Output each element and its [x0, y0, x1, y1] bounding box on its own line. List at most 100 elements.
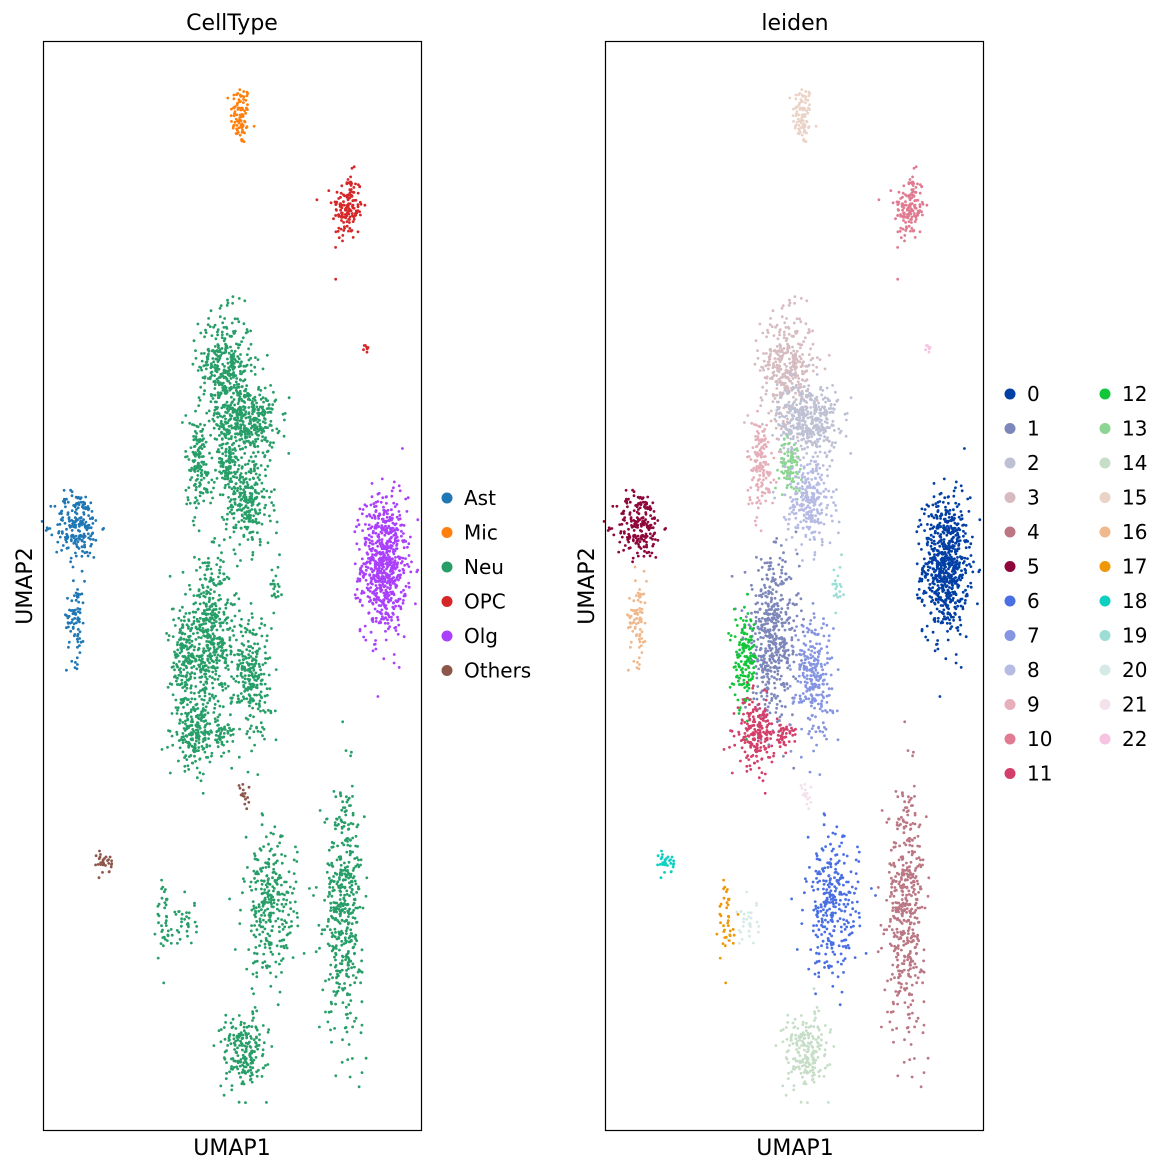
data-point — [248, 670, 252, 674]
data-point — [404, 584, 408, 588]
data-point — [190, 697, 194, 701]
data-point — [364, 894, 368, 898]
data-point — [385, 572, 389, 576]
data-point — [224, 657, 228, 661]
data-point — [407, 542, 411, 546]
data-point — [72, 520, 75, 523]
data-point — [75, 512, 79, 516]
data-point — [259, 464, 263, 467]
data-point — [247, 674, 251, 677]
data-point — [209, 501, 213, 505]
data-point — [266, 907, 269, 911]
data-point — [238, 659, 241, 662]
data-point — [231, 452, 235, 455]
data-point — [197, 636, 201, 639]
data-point — [351, 236, 355, 239]
data-point — [268, 918, 272, 922]
data-point — [224, 466, 228, 469]
data-point — [187, 724, 191, 728]
data-point — [180, 920, 184, 924]
data-point — [237, 399, 241, 403]
data-point — [345, 932, 348, 935]
data-point — [84, 520, 88, 524]
data-point — [187, 911, 191, 915]
data-point — [197, 396, 201, 399]
data-point — [209, 641, 213, 645]
data-point — [205, 629, 209, 633]
data-point — [192, 749, 196, 753]
data-point — [184, 696, 187, 700]
data-point — [269, 831, 273, 835]
data-point — [213, 437, 217, 441]
data-point — [190, 639, 194, 643]
data-point — [379, 604, 383, 607]
data-point — [236, 668, 240, 671]
data-point — [385, 501, 388, 505]
data-point — [332, 990, 336, 993]
data-point — [264, 474, 267, 478]
data-point — [90, 542, 93, 546]
data-point — [362, 635, 366, 639]
data-point — [899, 197, 903, 200]
data-point — [177, 616, 181, 620]
data-point — [228, 536, 232, 539]
data-point — [348, 844, 352, 848]
data-point — [76, 595, 79, 599]
data-point — [240, 491, 244, 495]
data-point — [85, 528, 89, 532]
data-point — [260, 908, 263, 912]
data-point — [194, 685, 198, 688]
data-point — [254, 662, 258, 665]
data-point — [65, 614, 68, 617]
data-point — [187, 627, 190, 630]
data-point — [236, 489, 239, 493]
data-point — [407, 585, 411, 589]
data-point — [217, 734, 221, 738]
data-point — [320, 932, 324, 936]
data-point — [253, 642, 256, 646]
data-point — [214, 368, 218, 371]
data-point — [198, 664, 202, 668]
data-point — [278, 841, 281, 845]
data-point — [334, 931, 337, 934]
data-point — [240, 340, 244, 343]
data-point — [257, 903, 261, 907]
data-point — [258, 478, 261, 482]
data-point — [261, 813, 265, 817]
data-point — [358, 629, 362, 633]
data-point — [271, 953, 275, 956]
data-point — [76, 632, 80, 636]
data-point — [110, 859, 113, 863]
data-point — [207, 666, 210, 669]
data-point — [253, 365, 257, 369]
data-point — [260, 617, 263, 620]
data-point — [345, 214, 349, 218]
data-point — [401, 556, 405, 560]
data-point — [246, 391, 250, 395]
data-point — [266, 464, 270, 468]
data-point — [343, 936, 347, 940]
data-point — [374, 616, 378, 620]
data-point — [388, 570, 392, 573]
data-point — [353, 965, 356, 969]
data-point — [262, 487, 266, 491]
data-point — [388, 555, 391, 559]
data-point — [258, 699, 262, 703]
data-point — [395, 539, 399, 543]
data-point — [335, 817, 338, 821]
data-point — [179, 674, 183, 678]
data-point — [405, 510, 409, 513]
data-point — [203, 376, 207, 380]
data-point — [373, 607, 377, 611]
data-point — [252, 904, 256, 908]
data-point — [384, 575, 388, 578]
data-point — [192, 339, 196, 343]
data-point — [89, 501, 93, 505]
data-point — [357, 858, 360, 862]
data-point — [198, 616, 202, 620]
data-point — [904, 200, 907, 204]
data-point — [224, 417, 227, 421]
data-point — [202, 476, 206, 480]
data-point — [209, 375, 212, 379]
data-point — [183, 890, 187, 894]
